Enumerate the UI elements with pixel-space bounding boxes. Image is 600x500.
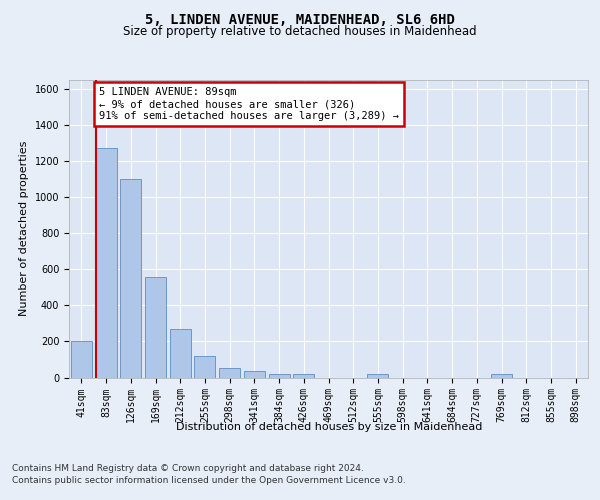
Text: 5, LINDEN AVENUE, MAIDENHEAD, SL6 6HD: 5, LINDEN AVENUE, MAIDENHEAD, SL6 6HD (145, 12, 455, 26)
Text: Contains HM Land Registry data © Crown copyright and database right 2024.: Contains HM Land Registry data © Crown c… (12, 464, 364, 473)
Bar (491, 374, 512, 378)
Bar (95, 148, 116, 378)
Bar (244, 371, 265, 378)
Y-axis label: Number of detached properties: Number of detached properties (19, 141, 29, 316)
Bar (219, 368, 240, 378)
Bar (120, 179, 141, 378)
Text: Size of property relative to detached houses in Maidenhead: Size of property relative to detached ho… (123, 25, 477, 38)
Bar (367, 374, 388, 378)
Text: Contains public sector information licensed under the Open Government Licence v3: Contains public sector information licen… (12, 476, 406, 485)
Bar (293, 374, 314, 378)
Bar (170, 329, 191, 378)
Bar (145, 278, 166, 378)
Bar (269, 374, 290, 378)
Bar (194, 356, 215, 378)
Bar (71, 342, 92, 378)
Text: Distribution of detached houses by size in Maidenhead: Distribution of detached houses by size … (176, 422, 482, 432)
Text: 5 LINDEN AVENUE: 89sqm
← 9% of detached houses are smaller (326)
91% of semi-det: 5 LINDEN AVENUE: 89sqm ← 9% of detached … (99, 88, 399, 120)
